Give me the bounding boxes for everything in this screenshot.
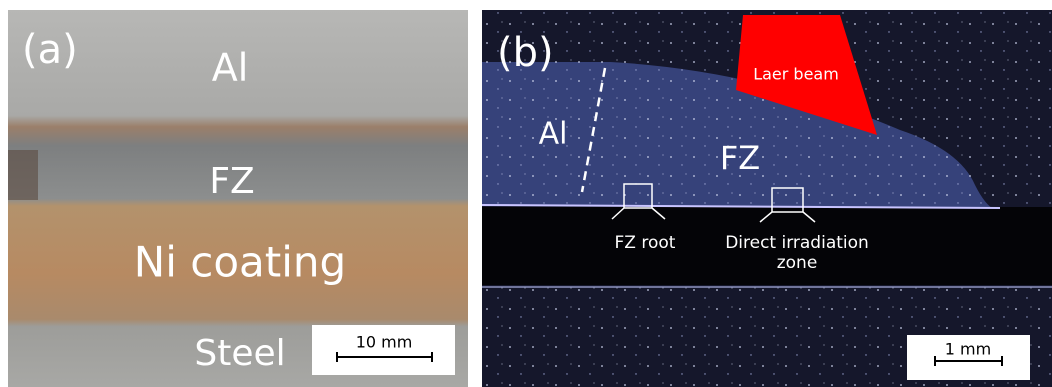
region-label: FZ — [720, 139, 760, 177]
figure: (a) Al FZ Ni coating Steel 10 mm Laer be… — [0, 0, 1052, 387]
layer-label: Al — [212, 46, 249, 90]
layer-label: Ni coating — [134, 238, 346, 287]
panel-tag: (a) — [22, 27, 78, 73]
layer-label: Steel — [194, 333, 285, 374]
scale-label: 10 mm — [356, 333, 413, 352]
panel-a: (a) Al FZ Ni coating Steel 10 mm — [8, 10, 468, 387]
zone-label: zone — [777, 253, 818, 273]
zone-label: FZ root — [615, 233, 676, 253]
panel-b: Laer beam (b) Al FZ FZ root Direct irrad… — [482, 10, 1052, 387]
panel-tag: (b) — [497, 30, 554, 76]
beam-label: Laer beam — [753, 65, 839, 84]
scale-label: 1 mm — [945, 340, 991, 359]
zone-label: Direct irradiation — [725, 233, 869, 253]
layer-label: FZ — [209, 161, 254, 202]
region-label: Al — [539, 117, 568, 152]
defect — [8, 150, 38, 200]
